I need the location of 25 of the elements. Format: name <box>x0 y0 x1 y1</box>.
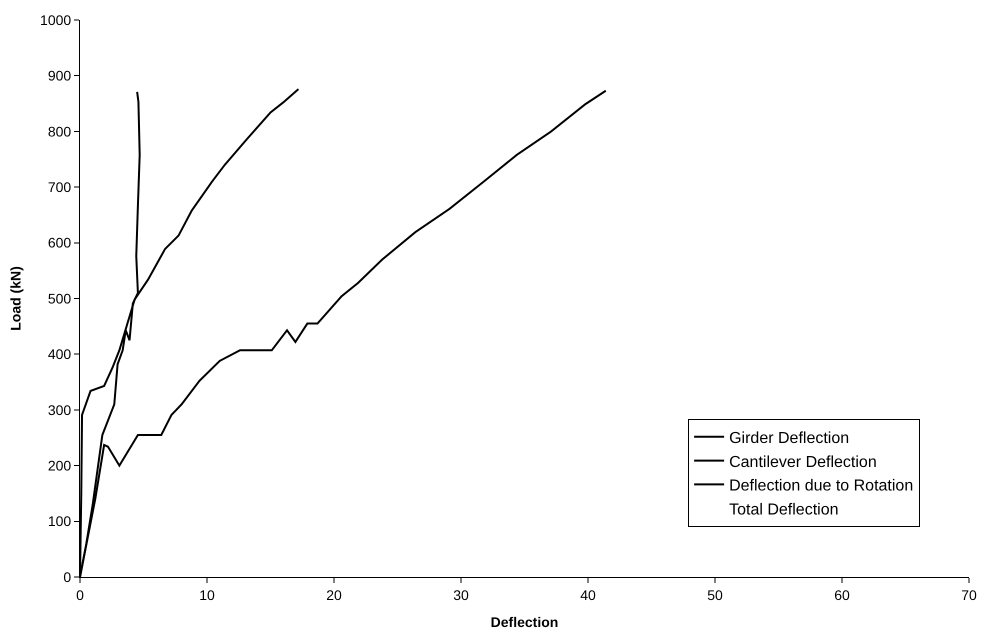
y-tick-label: 0 <box>63 568 72 585</box>
x-tick-label: 40 <box>580 586 596 603</box>
x-tick-label: 0 <box>76 586 84 603</box>
y-tick-label: 200 <box>48 458 72 474</box>
y-tick-label: 1000 <box>40 12 72 28</box>
legend-label: Deflection due to Rotation <box>729 478 914 495</box>
y-tick-label: 700 <box>48 179 72 195</box>
x-tick-label: 50 <box>707 586 723 603</box>
y-tick-label: 400 <box>48 346 72 362</box>
y-tick-label: 300 <box>48 402 72 418</box>
y-tick-label: 100 <box>48 513 72 530</box>
legend-label: Cantilever Deflection <box>729 454 877 471</box>
y-tick-label: 600 <box>48 234 72 251</box>
y-tick-label: 800 <box>48 123 72 140</box>
x-tick-label: 60 <box>834 586 850 603</box>
y-tick-label: 500 <box>48 290 72 306</box>
text: Total Deflection <box>729 501 838 518</box>
x-tick-label: 70 <box>961 586 977 603</box>
x-tick-label: 30 <box>453 586 469 603</box>
x-tick-label: 20 <box>326 586 342 603</box>
x-axis-title: Deflection <box>490 614 558 630</box>
y-axis-title: Load (kN) <box>8 266 24 331</box>
legend-label: Girder Deflection <box>729 430 850 448</box>
x-tick-label: 10 <box>199 586 215 603</box>
y-tick-label: 900 <box>48 68 72 84</box>
